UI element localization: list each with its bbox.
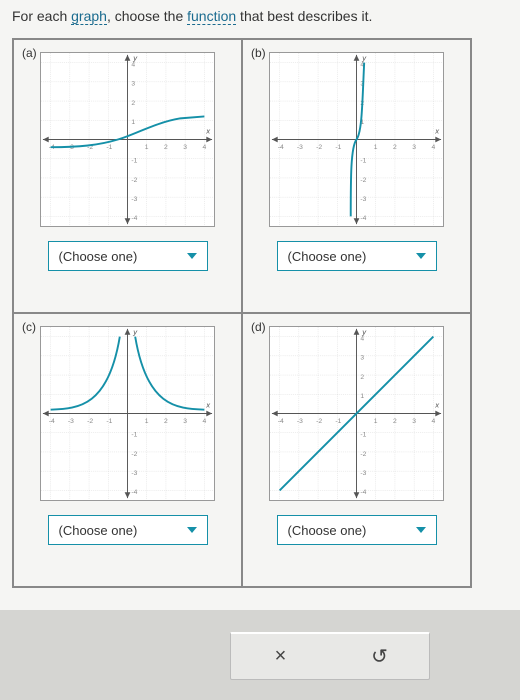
question-text: For each graph, choose the function that… bbox=[12, 8, 508, 24]
svg-text:1: 1 bbox=[374, 418, 378, 425]
graph-b: -4-3-2-11234 4321-1-2-3-4 xy bbox=[269, 52, 444, 227]
svg-text:4: 4 bbox=[202, 418, 206, 425]
graph-grid: (a) -4 -3 -2 -1 1 2 3 4 4 3 2 1 -1 -2 -3 -4 x y (Choose… bbox=[12, 38, 472, 588]
action-toolbar: × ↺ bbox=[230, 632, 430, 680]
svg-text:-2: -2 bbox=[360, 451, 366, 458]
question-mid: , choose the bbox=[107, 8, 187, 24]
svg-text:2: 2 bbox=[131, 100, 135, 107]
svg-text:3: 3 bbox=[183, 418, 187, 425]
svg-text:y: y bbox=[361, 328, 367, 337]
svg-text:1: 1 bbox=[360, 393, 364, 400]
dropdown-b-label: (Choose one) bbox=[288, 249, 367, 264]
svg-text:-2: -2 bbox=[316, 144, 322, 151]
cell-c-label: (c) bbox=[22, 320, 36, 334]
dropdown-b[interactable]: (Choose one) bbox=[277, 241, 437, 271]
svg-text:-2: -2 bbox=[131, 177, 137, 184]
content-panel: For each graph, choose the function that… bbox=[0, 0, 520, 610]
dropdown-d[interactable]: (Choose one) bbox=[277, 515, 437, 545]
svg-text:-3: -3 bbox=[131, 470, 137, 477]
svg-text:-4: -4 bbox=[49, 418, 55, 425]
svg-text:x: x bbox=[205, 401, 211, 410]
graph-c: -4 -3 -2 -1 1 2 3 4 -1 -2 -3 -4 x y bbox=[40, 326, 215, 501]
term-function[interactable]: function bbox=[187, 8, 236, 25]
dropdown-a[interactable]: (Choose one) bbox=[48, 241, 208, 271]
svg-text:4: 4 bbox=[431, 418, 435, 425]
svg-text:-4: -4 bbox=[131, 215, 137, 222]
svg-text:-4: -4 bbox=[278, 144, 284, 151]
svg-text:-1: -1 bbox=[360, 158, 366, 165]
cell-a-label: (a) bbox=[22, 46, 37, 60]
cell-b-label: (b) bbox=[251, 46, 266, 60]
svg-text:-1: -1 bbox=[360, 432, 366, 439]
svg-text:-1: -1 bbox=[335, 418, 341, 425]
svg-text:-4: -4 bbox=[360, 215, 366, 222]
cell-d: (d) -4-3-2-11234 4321-1-2-3-4 xy (Choose… bbox=[242, 313, 471, 587]
svg-text:3: 3 bbox=[131, 81, 135, 88]
svg-text:-2: -2 bbox=[87, 418, 93, 425]
dropdown-c[interactable]: (Choose one) bbox=[48, 515, 208, 545]
svg-text:4: 4 bbox=[202, 144, 206, 151]
svg-text:3: 3 bbox=[183, 144, 187, 151]
undo-button[interactable]: ↺ bbox=[360, 644, 400, 669]
svg-text:-4: -4 bbox=[131, 489, 137, 496]
cell-c: (c) -4 -3 -2 -1 1 2 3 4 -1 -2 -3 -4 x y (Choose one… bbox=[13, 313, 242, 587]
dropdown-c-label: (Choose one) bbox=[59, 523, 138, 538]
svg-text:-4: -4 bbox=[360, 489, 366, 496]
dropdown-d-label: (Choose one) bbox=[288, 523, 367, 538]
svg-text:-1: -1 bbox=[131, 158, 137, 165]
svg-text:-2: -2 bbox=[316, 418, 322, 425]
svg-text:2: 2 bbox=[164, 144, 168, 151]
chevron-down-icon bbox=[416, 253, 426, 259]
svg-text:-3: -3 bbox=[68, 418, 74, 425]
svg-text:2: 2 bbox=[360, 374, 364, 381]
question-suffix: that best describes it. bbox=[236, 8, 372, 24]
chevron-down-icon bbox=[416, 527, 426, 533]
svg-text:1: 1 bbox=[145, 144, 149, 151]
svg-text:-2: -2 bbox=[131, 451, 137, 458]
graph-d: -4-3-2-11234 4321-1-2-3-4 xy bbox=[269, 326, 444, 501]
svg-text:y: y bbox=[132, 54, 138, 63]
svg-text:-2: -2 bbox=[360, 177, 366, 184]
svg-text:-3: -3 bbox=[131, 196, 137, 203]
svg-text:-3: -3 bbox=[360, 470, 366, 477]
term-graph[interactable]: graph bbox=[71, 8, 107, 25]
svg-text:3: 3 bbox=[360, 355, 364, 362]
svg-text:3: 3 bbox=[412, 144, 416, 151]
svg-text:-3: -3 bbox=[297, 144, 303, 151]
dropdown-a-label: (Choose one) bbox=[59, 249, 138, 264]
svg-text:x: x bbox=[205, 127, 211, 136]
svg-text:-3: -3 bbox=[360, 196, 366, 203]
svg-text:y: y bbox=[132, 328, 138, 337]
cell-d-label: (d) bbox=[251, 320, 266, 334]
graph-a: -4-3-2-11234 4321-1-2-3-4 xy bbox=[40, 52, 215, 227]
svg-text:2: 2 bbox=[393, 144, 397, 151]
svg-text:2: 2 bbox=[393, 418, 397, 425]
chevron-down-icon bbox=[187, 527, 197, 533]
svg-text:-1: -1 bbox=[131, 432, 137, 439]
close-button[interactable]: × bbox=[261, 645, 301, 668]
svg-text:-3: -3 bbox=[297, 418, 303, 425]
cell-b: (b) -4-3-2-11234 4321-1-2-3-4 xy (Choose… bbox=[242, 39, 471, 313]
svg-text:1: 1 bbox=[374, 144, 378, 151]
svg-text:x: x bbox=[434, 127, 440, 136]
svg-text:-1: -1 bbox=[335, 144, 341, 151]
svg-text:y: y bbox=[361, 54, 367, 63]
chevron-down-icon bbox=[187, 253, 197, 259]
svg-text:x: x bbox=[434, 401, 440, 410]
svg-text:-1: -1 bbox=[106, 144, 112, 151]
svg-text:1: 1 bbox=[145, 418, 149, 425]
svg-text:-1: -1 bbox=[106, 418, 112, 425]
svg-text:4: 4 bbox=[431, 144, 435, 151]
cell-a: (a) -4-3-2-11234 4321-1-2-3-4 xy (Choose… bbox=[13, 39, 242, 313]
svg-text:-4: -4 bbox=[278, 418, 284, 425]
svg-text:2: 2 bbox=[164, 418, 168, 425]
svg-text:1: 1 bbox=[131, 119, 135, 126]
question-prefix: For each bbox=[12, 8, 71, 24]
svg-text:3: 3 bbox=[412, 418, 416, 425]
